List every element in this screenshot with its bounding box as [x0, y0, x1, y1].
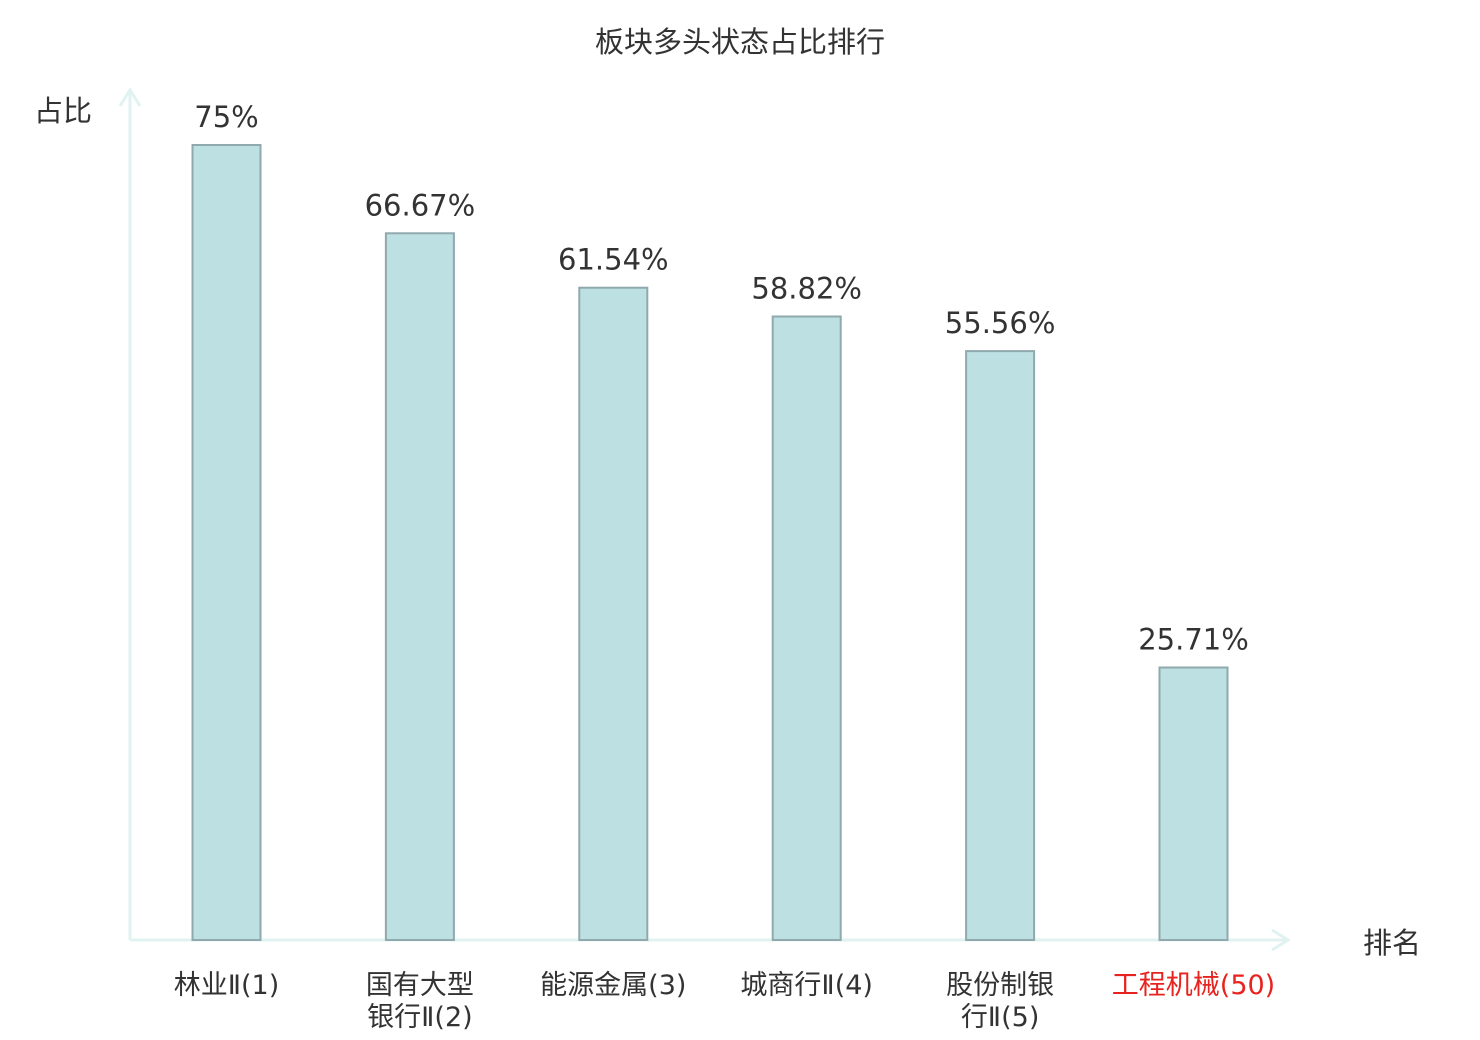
bar	[191, 144, 262, 941]
category-label-line: 林业Ⅱ(1)	[174, 970, 280, 1001]
category-label: 工程机械(50)	[1112, 970, 1275, 1001]
y-axis	[118, 87, 142, 940]
x-axis-label: 排名	[1363, 926, 1421, 960]
category-label: 林业Ⅱ(1)	[174, 970, 280, 1001]
category-label: 能源金属(3)	[540, 970, 686, 1001]
value-label: 58.82%	[751, 272, 862, 306]
category-label-line: 能源金属(3)	[540, 970, 686, 1001]
category-labels-group: 林业Ⅱ(1) 国有大型银行Ⅱ(2) 能源金属(3) 城商行Ⅱ(4) 股份制银行Ⅱ(5) 工…	[174, 970, 1275, 1033]
bar	[771, 315, 842, 941]
value-label: 25.71%	[1138, 623, 1249, 657]
chart-title: 板块多头状态占比排行	[595, 25, 885, 59]
category-label-line: 城商行Ⅱ(4)	[740, 970, 873, 1001]
category-label: 股份制银行Ⅱ(5)	[946, 970, 1054, 1033]
bars-group	[191, 144, 1229, 942]
category-label-line: 国有大型	[366, 970, 474, 1001]
value-label: 75%	[194, 100, 258, 134]
value-label: 66.67%	[365, 188, 476, 222]
bar	[384, 232, 455, 942]
bar	[1158, 666, 1229, 941]
category-label-line: 工程机械(50)	[1112, 970, 1275, 1001]
x-axis-arrow-icon	[1271, 928, 1291, 952]
category-label-line: 行Ⅱ(5)	[961, 1002, 1040, 1033]
y-axis-label: 占比	[34, 94, 92, 128]
value-labels-group: 75% 66.67% 61.54% 58.82% 55.56% 25.71%	[194, 100, 1249, 657]
value-label: 61.54%	[558, 243, 669, 277]
category-label-line: 股份制银	[946, 970, 1054, 1001]
category-label: 国有大型银行Ⅱ(2)	[366, 970, 474, 1033]
category-label: 城商行Ⅱ(4)	[740, 970, 873, 1001]
x-axis	[130, 928, 1291, 952]
bar	[578, 286, 649, 941]
category-label-line: 银行Ⅱ(2)	[367, 1002, 473, 1033]
bar	[965, 350, 1036, 942]
value-label: 55.56%	[945, 306, 1056, 340]
y-axis-arrow-icon	[118, 87, 142, 107]
